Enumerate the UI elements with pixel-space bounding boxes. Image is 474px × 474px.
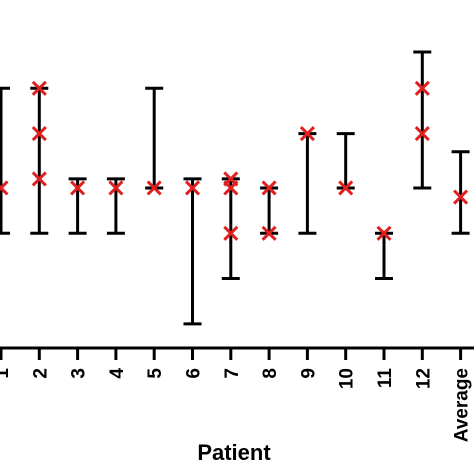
x-tick-label: 7 xyxy=(222,368,243,379)
x-tick-label: 3 xyxy=(69,368,90,379)
x-tick-labels: 123456789101112Average xyxy=(0,368,473,443)
x-tick-label: Average xyxy=(452,368,473,442)
x-axis xyxy=(0,346,474,360)
data-point-marker xyxy=(31,171,47,187)
x-tick-label: 4 xyxy=(107,368,128,379)
data-point-marker xyxy=(223,180,239,196)
x-tick-label: 2 xyxy=(30,368,51,379)
data-point-marker xyxy=(299,126,315,142)
data-point-marker xyxy=(31,126,47,142)
data-markers xyxy=(0,80,469,241)
x-tick-label: 5 xyxy=(145,368,166,379)
x-tick-label: 9 xyxy=(298,368,319,379)
data-point-marker xyxy=(376,225,392,241)
x-tick-label: 10 xyxy=(337,368,358,389)
error-bars xyxy=(0,50,470,326)
data-point-marker xyxy=(414,126,430,142)
data-point-marker xyxy=(261,225,277,241)
data-point-marker xyxy=(70,180,86,196)
data-point-marker xyxy=(0,180,9,196)
data-point-marker xyxy=(223,225,239,241)
x-tick-label: 11 xyxy=(375,368,396,389)
x-axis-title: Patient xyxy=(197,440,271,465)
data-point-marker xyxy=(414,80,430,96)
data-point-marker xyxy=(338,180,354,196)
x-tick-label: 12 xyxy=(413,368,434,389)
data-point-marker xyxy=(108,180,124,196)
data-point-marker xyxy=(453,189,469,205)
data-point-marker xyxy=(184,180,201,196)
x-tick-label: 8 xyxy=(260,368,281,379)
x-tick-label: 6 xyxy=(184,368,205,379)
data-point-marker xyxy=(146,180,162,196)
data-point-marker xyxy=(261,180,277,196)
x-tick-label: 1 xyxy=(0,368,13,379)
data-point-marker xyxy=(31,80,47,96)
